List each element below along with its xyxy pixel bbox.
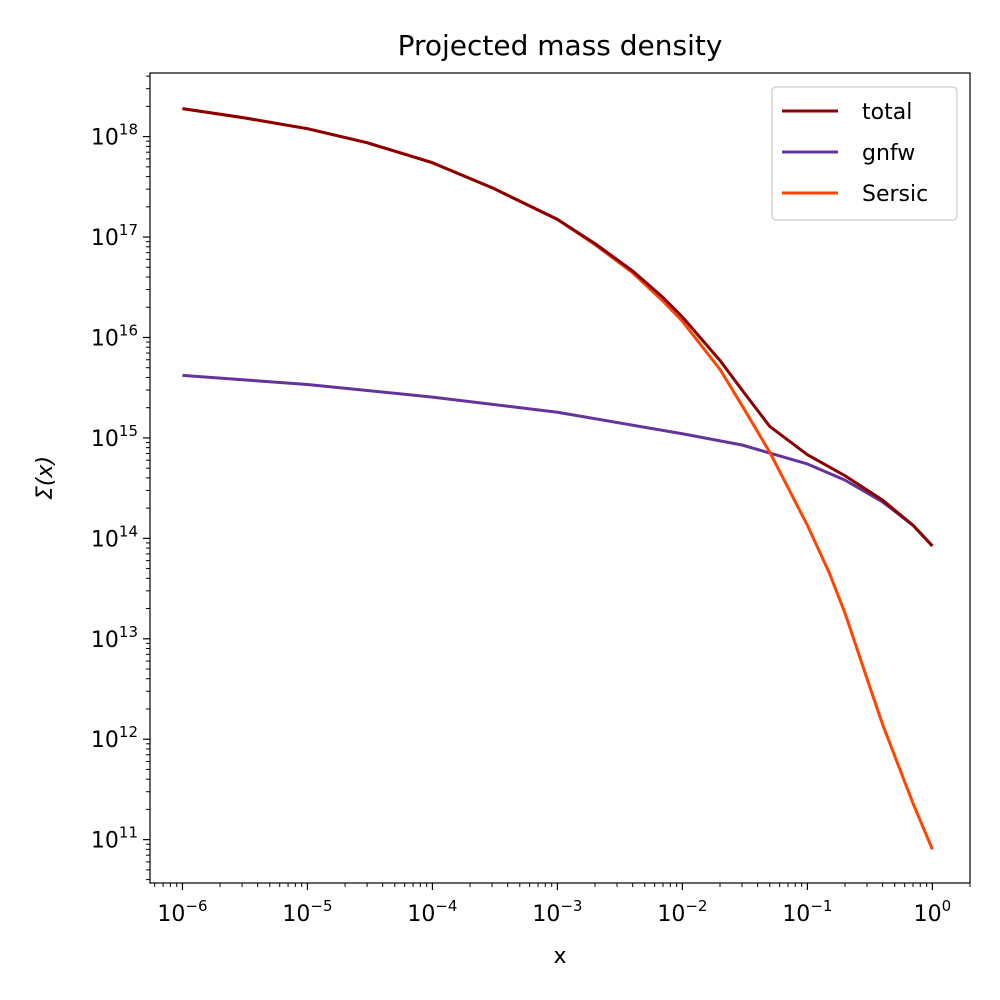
x-tick-label: 10−6	[157, 897, 207, 927]
x-tick-exponent: −2	[685, 897, 707, 915]
legend-label-gnfw: gnfw	[862, 141, 915, 166]
x-tick-label: 10−5	[282, 897, 332, 927]
x-tick-base: 10	[914, 902, 942, 927]
y-tick-base: 10	[91, 728, 119, 753]
x-tick-label: 10−1	[782, 897, 832, 927]
y-tick-exponent: 11	[119, 824, 138, 842]
y-tick-base: 10	[91, 326, 119, 351]
y-tick-exponent: 18	[119, 121, 138, 139]
x-tick-label: 10−4	[407, 897, 457, 927]
legend-label-total: total	[862, 100, 912, 125]
y-tick-base: 10	[91, 126, 119, 151]
y-tick-label: 1011	[91, 824, 138, 854]
y-tick-exponent: 12	[119, 723, 138, 741]
y-tick-label: 1012	[91, 723, 138, 753]
y-tick-exponent: 14	[119, 522, 138, 540]
x-tick-exponent: 0	[942, 897, 952, 915]
x-tick-base: 10	[157, 902, 185, 927]
x-tick-exponent: −1	[810, 897, 832, 915]
legend: total gnfw Sersic	[771, 86, 958, 221]
x-tick-exponent: −5	[310, 897, 332, 915]
y-tick-exponent: 15	[119, 422, 138, 440]
x-tick-exponent: −6	[185, 897, 207, 915]
x-tick-exponent: −3	[560, 897, 582, 915]
y-tick-label: 1016	[91, 321, 138, 351]
y-tick-exponent: 16	[119, 321, 138, 339]
chart-title: Projected mass density	[398, 29, 723, 62]
x-tick-label: 10−3	[532, 897, 582, 927]
x-tick-exponent: −4	[435, 897, 457, 915]
plot-frame	[149, 72, 971, 884]
x-tick-base: 10	[782, 902, 810, 927]
legend-label-sersic: Sersic	[862, 182, 928, 207]
x-axis-ticks: 10−6 10−5 10−4 10−3 10−2 10−1 100	[154, 883, 971, 927]
series-line-total	[182, 107, 934, 547]
y-tick-base: 10	[91, 527, 119, 552]
y-tick-base: 10	[91, 226, 119, 251]
y-tick-label: 1013	[91, 623, 138, 653]
x-tick-base: 10	[532, 902, 560, 927]
legend-box	[771, 86, 958, 221]
y-tick-base: 10	[91, 427, 119, 452]
y-tick-base: 10	[91, 628, 119, 653]
y-tick-label: 1017	[91, 221, 138, 251]
y-tick-label: 1018	[91, 121, 138, 151]
y-tick-exponent: 17	[119, 221, 138, 239]
y-tick-label: 1015	[91, 422, 138, 452]
x-tick-label: 10−2	[657, 897, 707, 927]
x-axis-label: x	[553, 944, 566, 969]
y-tick-base: 10	[91, 829, 119, 854]
x-tick-label: 100	[914, 897, 952, 927]
x-tick-base: 10	[407, 902, 435, 927]
y-axis-label: Σ(x)	[33, 456, 58, 500]
x-tick-base: 10	[282, 902, 310, 927]
x-tick-base: 10	[657, 902, 685, 927]
plot-lines	[182, 107, 934, 850]
y-tick-label: 1014	[91, 522, 138, 552]
y-tick-exponent: 13	[119, 623, 138, 641]
